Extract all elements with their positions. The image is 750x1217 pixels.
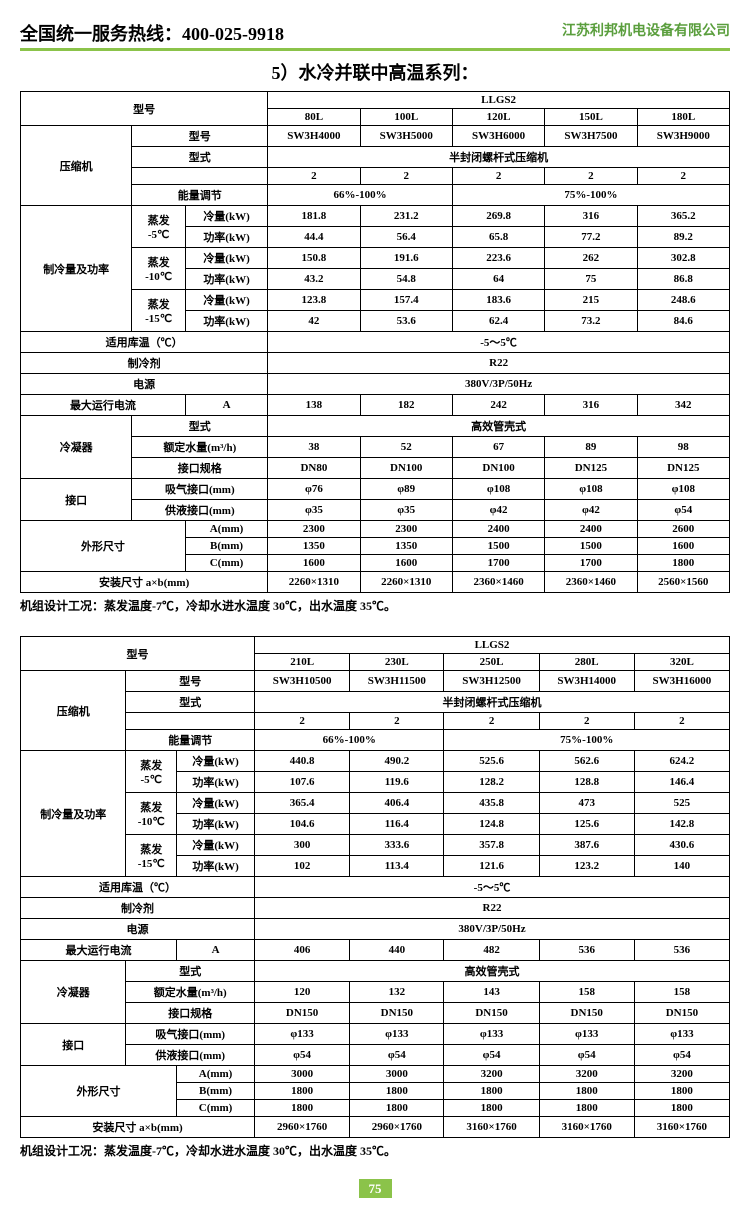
section-title: 5）水冷并联中高温系列：: [20, 59, 730, 85]
company: 江苏利邦机电设备有限公司: [562, 20, 730, 46]
header: 全国统一服务热线：400-025-9918 江苏利邦机电设备有限公司: [20, 20, 730, 51]
design-note: 机组设计工况：蒸发温度-7℃，冷却水进水温度 30℃，出水温度 35℃。: [20, 1142, 730, 1159]
design-note: 机组设计工况：蒸发温度-7℃，冷却水进水温度 30℃，出水温度 35℃。: [20, 597, 730, 614]
spec-table: 型号LLGS2210L230L250L280L320L压缩机型号SW3H1050…: [20, 636, 730, 1138]
hotline: 全国统一服务热线：400-025-9918: [20, 20, 284, 46]
page-number: 75: [20, 1181, 730, 1197]
spec-table: 型号LLGS280L100L120L150L180L压缩机型号SW3H4000S…: [20, 91, 730, 593]
